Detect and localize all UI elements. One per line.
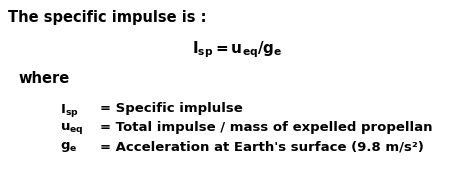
Text: $\mathbf{I_{sp}}$: $\mathbf{I_{sp}}$: [60, 102, 79, 119]
Text: = Specific implulse: = Specific implulse: [100, 102, 243, 115]
Text: where: where: [18, 71, 69, 86]
Text: = Acceleration at Earth's surface (9.8 m/s²): = Acceleration at Earth's surface (9.8 m…: [100, 140, 424, 153]
Text: $\mathbf{u_{eq}}$: $\mathbf{u_{eq}}$: [60, 121, 83, 136]
Text: $\mathbf{I_{sp} = u_{eq}/g_{e}}$: $\mathbf{I_{sp} = u_{eq}/g_{e}}$: [191, 39, 283, 60]
Text: $\mathbf{g_{e}}$: $\mathbf{g_{e}}$: [60, 140, 77, 154]
Text: The specific impulse is :: The specific impulse is :: [8, 10, 207, 25]
Text: = Total impulse / mass of expelled propellan: = Total impulse / mass of expelled prope…: [100, 121, 432, 134]
